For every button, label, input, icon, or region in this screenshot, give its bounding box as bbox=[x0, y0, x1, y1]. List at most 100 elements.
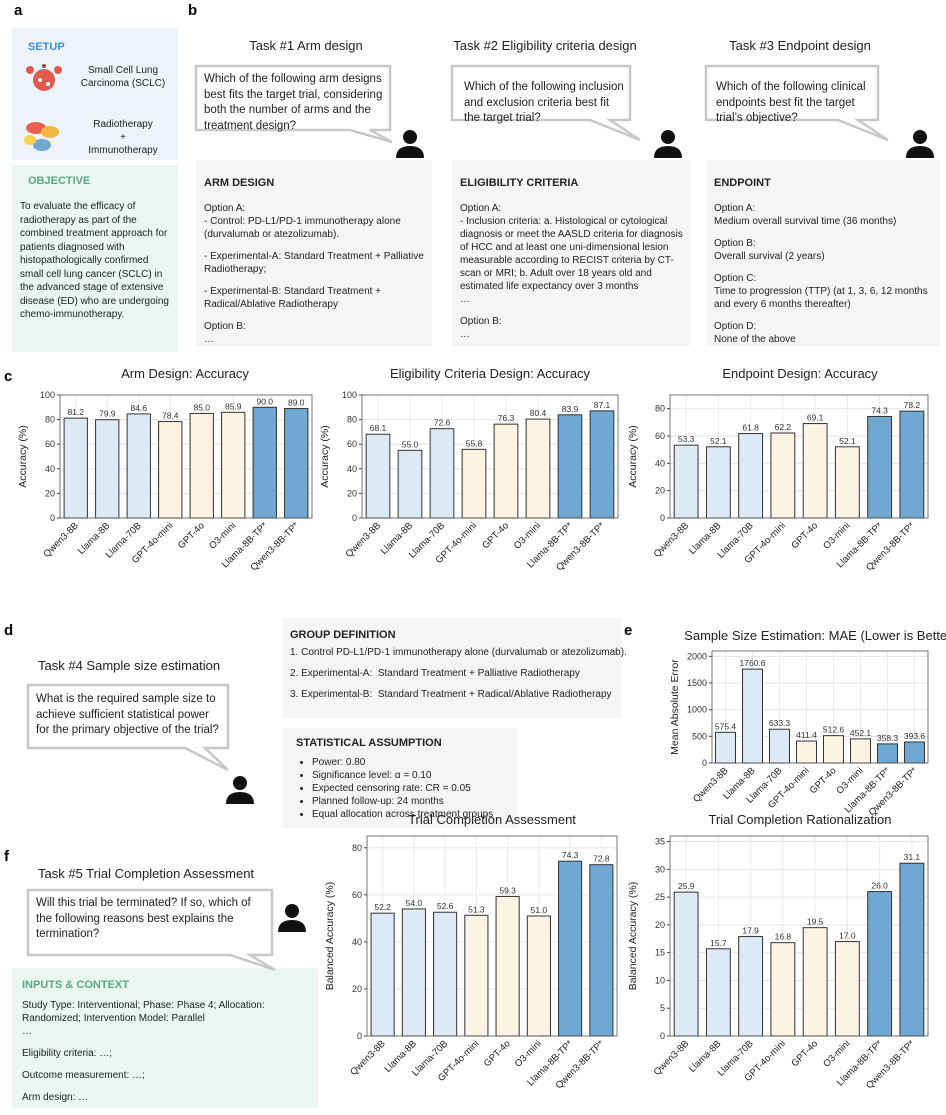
plot-frame bbox=[669, 835, 929, 1037]
value-label: 25.9 bbox=[678, 881, 695, 891]
box-heading: STATISTICAL ASSUMPTION bbox=[296, 737, 442, 749]
x-tick-label: GPT-4o bbox=[808, 765, 839, 796]
chart-title: Eligibility Criteria Design: Accuracy bbox=[390, 366, 591, 381]
y-tick-label: 25 bbox=[655, 892, 665, 902]
y-tick-label: 20 bbox=[347, 488, 357, 498]
bar bbox=[715, 731, 736, 764]
value-label: 17.0 bbox=[839, 931, 856, 941]
virus-icon bbox=[26, 64, 62, 91]
bar bbox=[850, 738, 871, 764]
value-label: 90.0 bbox=[256, 396, 273, 406]
y-tick-label: 30 bbox=[655, 864, 665, 874]
bar bbox=[738, 936, 764, 1037]
y-tick-label: 40 bbox=[352, 937, 362, 947]
value-label: 55.8 bbox=[466, 438, 483, 448]
bar bbox=[673, 444, 699, 519]
y-tick-label: 40 bbox=[655, 458, 665, 468]
plot-frame bbox=[59, 394, 313, 519]
value-label: 85.9 bbox=[225, 401, 242, 411]
bar bbox=[557, 414, 583, 519]
text-block: - Experimental-B: Standard Treatment + R… bbox=[204, 285, 426, 311]
y-axis-label: Accuracy (%) bbox=[17, 425, 29, 487]
option-boxes bbox=[196, 160, 940, 828]
bar bbox=[738, 433, 764, 519]
value-label: 83.9 bbox=[562, 404, 579, 414]
y-tick-label: 60 bbox=[655, 431, 665, 441]
value-label: 74.3 bbox=[871, 405, 888, 415]
bar bbox=[802, 927, 828, 1037]
bar bbox=[834, 446, 860, 519]
bar bbox=[526, 915, 551, 1037]
y-tick-label: 60 bbox=[352, 890, 362, 900]
x-tick-label: Qwen3-8B bbox=[652, 1038, 692, 1078]
panel-label: b bbox=[188, 2, 198, 19]
bullet-item: Expected censoring rate: CR = 0.05 bbox=[312, 782, 514, 795]
person-icons bbox=[226, 130, 934, 932]
text-line: … bbox=[460, 329, 470, 340]
value-label: 62.2 bbox=[775, 422, 792, 432]
bar bbox=[834, 941, 860, 1037]
box-heading: ENDPOINT bbox=[714, 177, 771, 189]
bar bbox=[493, 423, 519, 519]
text-line: Option A: bbox=[204, 203, 246, 214]
value-label: 17.9 bbox=[742, 926, 759, 936]
value-label: 78.2 bbox=[904, 400, 921, 410]
panel-label: e bbox=[624, 622, 633, 639]
chart-title: Endpoint Design: Accuracy bbox=[722, 366, 878, 381]
value-label: 575.4 bbox=[715, 721, 737, 731]
box-heading: ARM DESIGN bbox=[204, 177, 275, 189]
x-tick-label: GPT-4o bbox=[176, 520, 207, 551]
y-tick-label: 20 bbox=[352, 984, 362, 994]
text-block: Arm design: … bbox=[22, 1091, 312, 1104]
x-tick-label: O3-mini bbox=[821, 1038, 852, 1069]
text-block: Eligibility criteria: …; bbox=[22, 1047, 312, 1060]
y-tick-label: 1000 bbox=[687, 705, 707, 715]
y-axis-label: Balanced Accuracy (%) bbox=[324, 882, 336, 991]
plot-frame bbox=[669, 394, 929, 519]
options: Option A: - Control: PD-L1/PD-1 immunothe… bbox=[204, 193, 426, 346]
text-line: Medium overall survival time (36 months) bbox=[714, 216, 897, 227]
text-block: Option C: Time to progression (TTP) (at 1… bbox=[714, 272, 932, 311]
bullet-list: Power: 0.80Significance level: α = 0.10E… bbox=[284, 756, 514, 821]
chart-title: Trial Completion Assessment bbox=[408, 812, 576, 827]
y-tick-label: 80 bbox=[347, 415, 357, 425]
bar bbox=[904, 741, 925, 764]
x-tick-label: O3-mini bbox=[512, 520, 543, 551]
value-label: 52.1 bbox=[839, 436, 856, 446]
bar bbox=[221, 411, 246, 519]
text-line: Option B: bbox=[714, 238, 756, 249]
x-tick-label: O3-mini bbox=[821, 520, 852, 551]
treatment: Radiotherapy + Immunotherapy bbox=[78, 118, 168, 157]
x-tick-label: O3-mini bbox=[513, 1038, 544, 1069]
options: Option A: - Inclusion criteria: a. Histol… bbox=[460, 193, 684, 341]
value-label: 15.7 bbox=[710, 938, 727, 948]
bar bbox=[433, 911, 458, 1037]
y-tick-label: 20 bbox=[655, 486, 665, 496]
objective-text: To evaluate the efficacy of radiotherapy… bbox=[20, 201, 169, 320]
value-label: 68.1 bbox=[370, 423, 387, 433]
bar bbox=[899, 862, 925, 1037]
bar bbox=[823, 735, 844, 764]
text-line: Eligibility criteria: …; bbox=[22, 1048, 113, 1059]
text-line: - Experimental-B: Standard Treatment + R… bbox=[204, 286, 382, 310]
bar bbox=[770, 942, 796, 1037]
text-block: Study Type: Interventional; Phase: Phase… bbox=[22, 999, 312, 1038]
value-label: 51.3 bbox=[468, 904, 485, 914]
x-tick-label: GPT-4o bbox=[482, 1038, 513, 1069]
plot-frame bbox=[361, 394, 619, 519]
y-tick-label: 20 bbox=[45, 488, 55, 498]
y-tick-label: 60 bbox=[347, 439, 357, 449]
value-label: 16.8 bbox=[775, 932, 792, 942]
value-label: 512.6 bbox=[823, 725, 845, 735]
task-question: Will this trial be terminated? If so, wh… bbox=[36, 897, 251, 941]
value-label: 80.4 bbox=[530, 408, 547, 418]
task-question: What is the required sample size to achi… bbox=[36, 693, 219, 737]
value-label: 59.3 bbox=[499, 885, 516, 895]
y-tick-label: 100 bbox=[342, 390, 357, 400]
value-label: 633.3 bbox=[769, 718, 791, 728]
value-label: 52.1 bbox=[710, 436, 727, 446]
y-tick-label: 0 bbox=[660, 1031, 665, 1041]
text-line: - Control: PD-L1/PD-1 immunotherapy alon… bbox=[204, 216, 401, 240]
value-label: 51.0 bbox=[531, 905, 548, 915]
task-question: Which of the following inclusion and exc… bbox=[464, 81, 624, 125]
